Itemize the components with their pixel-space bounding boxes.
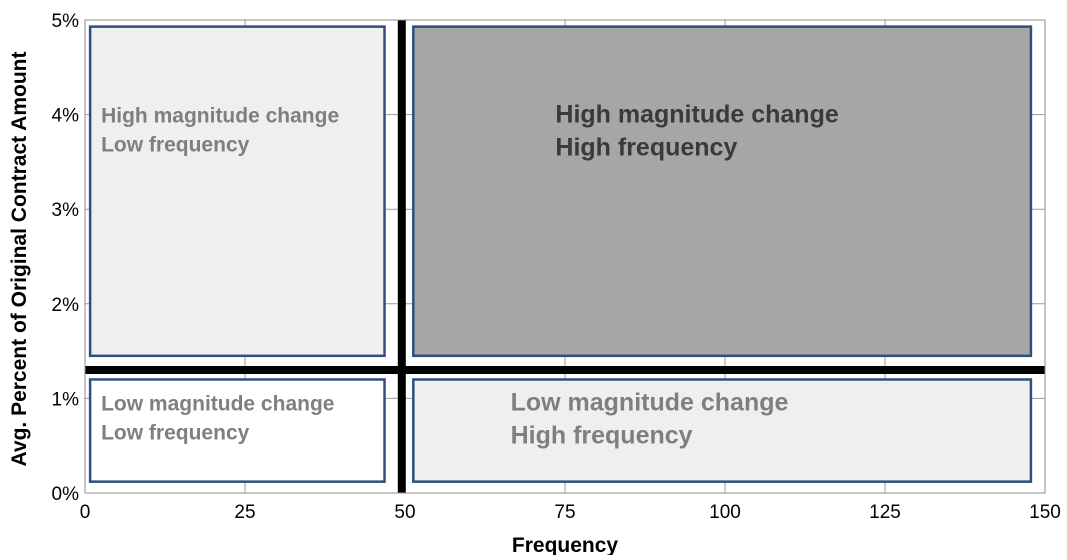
y-axis-title: Avg. Percent of Original Contract Amount bbox=[8, 52, 31, 467]
quadrant-label-low-magnitude-low-frequency: Low frequency bbox=[101, 422, 250, 445]
x-tick-label: 150 bbox=[1029, 502, 1061, 523]
y-tick-label: 5% bbox=[52, 11, 80, 32]
x-tick-label: 50 bbox=[394, 502, 415, 523]
y-tick-label: 2% bbox=[52, 295, 80, 316]
y-tick-label: 4% bbox=[52, 106, 80, 127]
quadrant-box-high-magnitude-high-frequency bbox=[412, 25, 1033, 358]
x-tick-label: 100 bbox=[709, 502, 741, 523]
x-tick-label: 75 bbox=[554, 502, 575, 523]
x-tick-label: 25 bbox=[234, 502, 255, 523]
quadrant-label-low-magnitude-high-frequency: Low magnitude change bbox=[511, 389, 789, 417]
x-tick-label: 125 bbox=[869, 502, 901, 523]
plot-frame bbox=[84, 19, 1046, 494]
quadrant-box-high-magnitude-low-frequency bbox=[88, 25, 386, 358]
quadrant-label-high-magnitude-low-frequency: Low frequency bbox=[101, 134, 250, 157]
quadrant-label-high-magnitude-high-frequency: High magnitude change bbox=[555, 101, 838, 129]
quadrant-label-high-magnitude-high-frequency: High frequency bbox=[555, 134, 737, 162]
quadrant-label-low-magnitude-low-frequency: Low magnitude change bbox=[101, 393, 334, 416]
quadrants: High magnitude change Low frequency High m… bbox=[88, 25, 1033, 483]
y-tick-label: 0% bbox=[52, 484, 80, 505]
quadrant-box-low-magnitude-low-frequency bbox=[88, 378, 386, 483]
y-tick-label: 3% bbox=[52, 200, 80, 221]
y-tick-label: 1% bbox=[52, 389, 80, 410]
axes: 0 25 50 75 100 125 150 0% 1% 2% 3% 4% 5% bbox=[52, 11, 1061, 523]
quadrant-label-high-magnitude-low-frequency: High magnitude change bbox=[101, 105, 339, 128]
quadrant-label-low-magnitude-high-frequency: High frequency bbox=[511, 422, 693, 450]
x-tick-label: 0 bbox=[80, 502, 91, 523]
quadrant-box-low-magnitude-high-frequency bbox=[412, 378, 1033, 483]
x-axis-title: Frequency bbox=[512, 534, 619, 555]
dividers bbox=[85, 20, 1045, 493]
